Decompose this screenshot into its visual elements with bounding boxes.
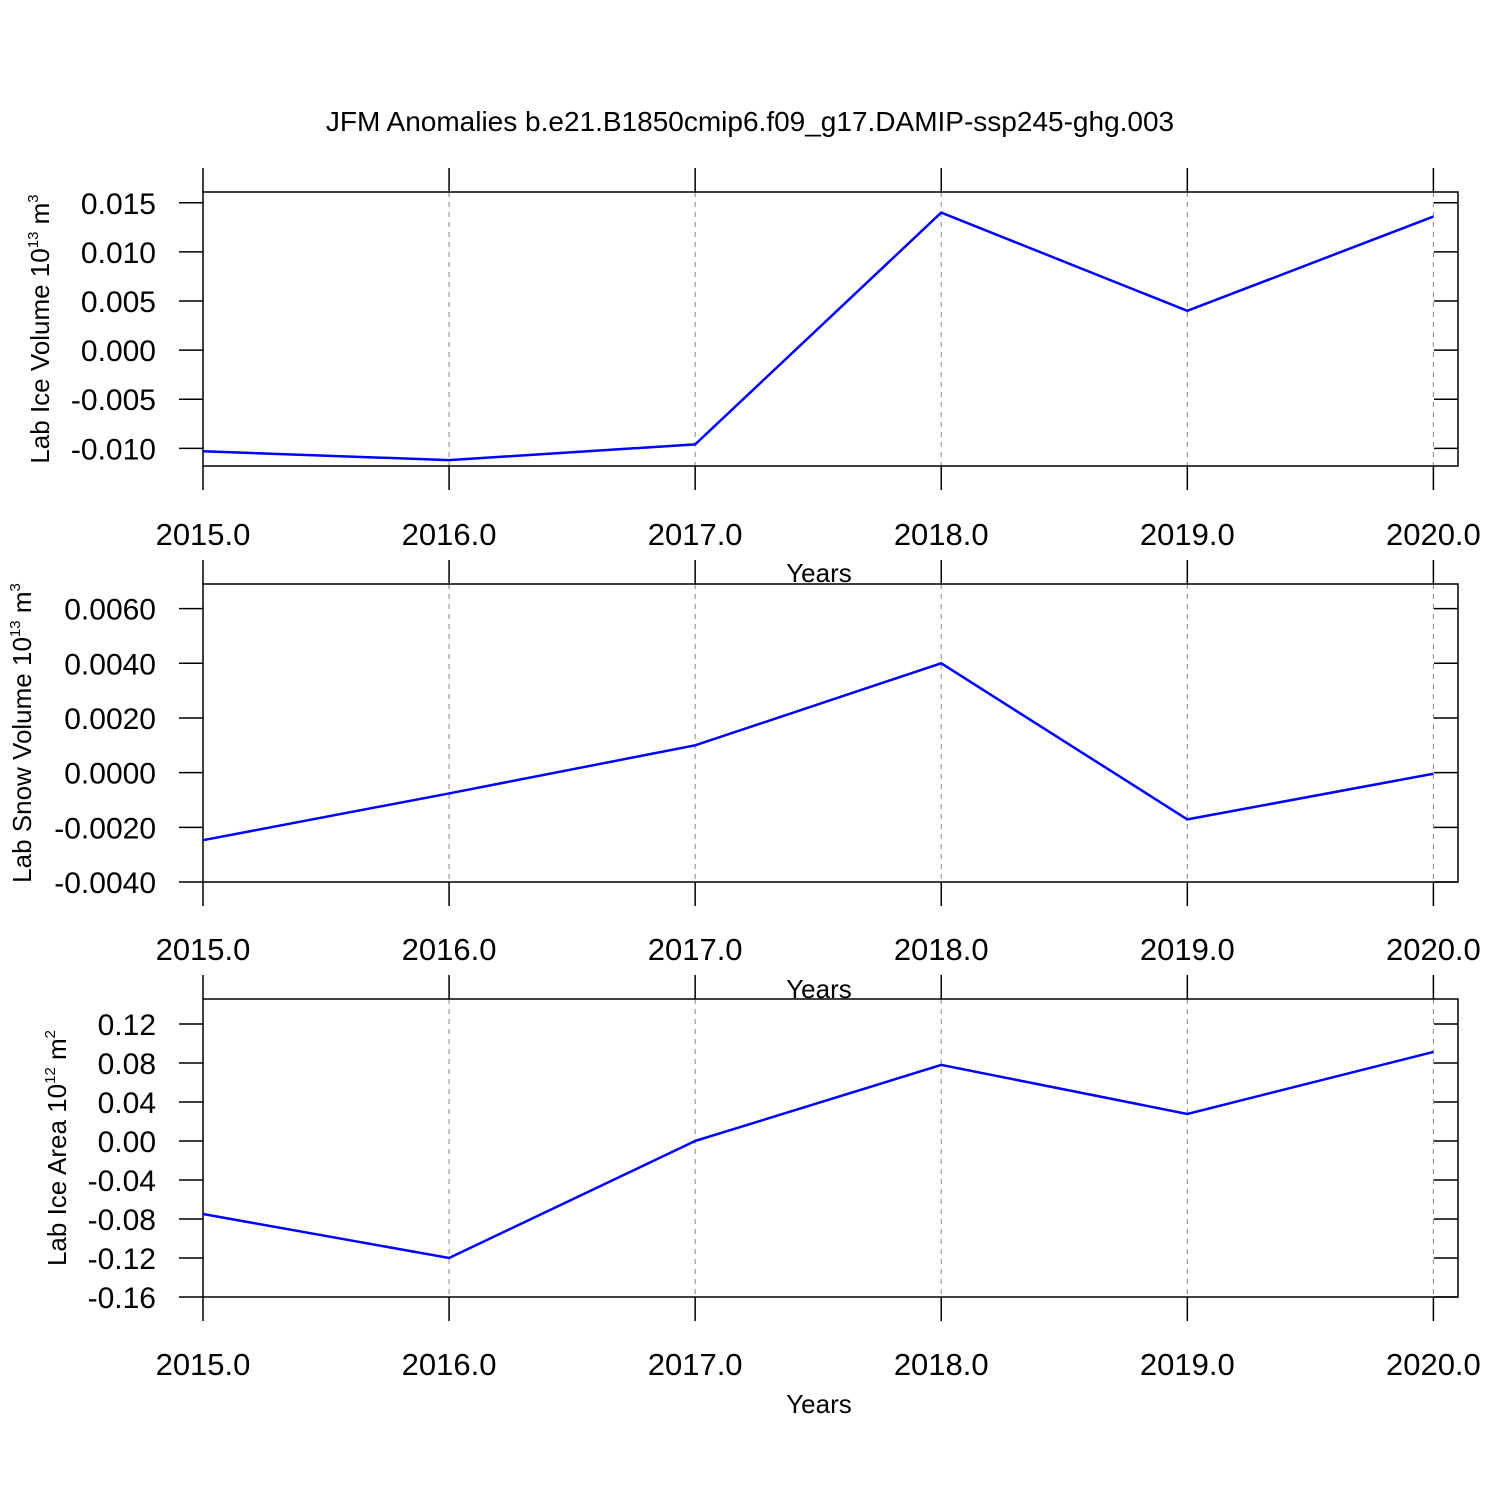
y-tick-label: 0.0060 <box>64 594 156 627</box>
y-label-text: Lab Ice Volume 10 <box>25 248 55 463</box>
y-tick-label: 0.010 <box>81 237 156 270</box>
y-tick-label: 0.015 <box>81 188 156 221</box>
y-tick-label: 0.04 <box>98 1087 156 1120</box>
x-tick-label: 2019.0 <box>1140 932 1235 967</box>
y-label-text: Lab Ice Area 10 <box>42 1084 72 1266</box>
x-tick-label: 2019.0 <box>1140 1347 1235 1382</box>
y-label-exponent: 12 <box>42 1067 59 1084</box>
data-line <box>202 661 1434 842</box>
x-tick-label: 2017.0 <box>648 932 743 967</box>
x-tick-label: 2018.0 <box>894 932 989 967</box>
y-axis-label: Lab Ice Volume 1013 m3 <box>25 194 55 463</box>
plot-frame <box>202 998 1459 1298</box>
y-tick-label: 0.08 <box>98 1048 156 1081</box>
y-tick-label: 0.00 <box>98 1126 156 1159</box>
y-tick-label: -0.0040 <box>54 867 156 900</box>
x-tick-label: 2017.0 <box>648 1347 743 1382</box>
x-tick-label: 2019.0 <box>1140 517 1235 552</box>
chart-title: JFM Anomalies b.e21.B1850cmip6.f09_g17.D… <box>326 106 1174 137</box>
x-tick-label: 2018.0 <box>894 1347 989 1382</box>
data-line <box>202 211 1434 462</box>
x-tick-label: 2020.0 <box>1386 1347 1481 1382</box>
panel: 2015.0 2016.0 2017.0 2018.0 2019.0 2020.0 -0.1… <box>42 975 1481 1419</box>
y-label-text: Lab Snow Volume 10 <box>7 637 37 883</box>
x-tick-label: 2015.0 <box>156 932 251 967</box>
y-tick-label: -0.0020 <box>54 812 156 845</box>
y-tick-label: 0.0000 <box>64 758 156 791</box>
y-axis-label: Lab Snow Volume 1013 m3 <box>7 583 37 883</box>
y-axis-label: Lab Ice Area 1012 m2 <box>42 1030 72 1266</box>
x-tick-label: 2016.0 <box>402 1347 497 1382</box>
y-tick-label: -0.04 <box>88 1165 156 1198</box>
plot-frame <box>202 191 1459 467</box>
y-tick-label: -0.12 <box>88 1243 156 1276</box>
y-label-unit-power: 2 <box>42 1030 59 1038</box>
y-tick-label: -0.005 <box>71 384 156 417</box>
y-tick-label: 0.005 <box>81 286 156 319</box>
y-label-unit-power: 3 <box>25 194 42 202</box>
y-label-unit-power: 3 <box>7 583 24 591</box>
x-axis-label: Years <box>786 558 852 588</box>
y-tick-label: 0.000 <box>81 335 156 368</box>
panel: 2015.0 2016.0 2017.0 2018.0 2019.0 2020.0 -0.0… <box>25 168 1481 588</box>
plot-frame <box>202 583 1459 883</box>
x-tick-label: 2020.0 <box>1386 932 1481 967</box>
x-tick-label: 2015.0 <box>156 1347 251 1382</box>
y-label-exponent: 13 <box>7 620 24 637</box>
y-tick-label: -0.16 <box>88 1282 156 1315</box>
y-label-unit: m <box>42 1038 72 1067</box>
x-tick-label: 2016.0 <box>402 517 497 552</box>
panel: 2015.0 2016.0 2017.0 2018.0 2019.0 2020.0 -0.0… <box>7 560 1481 1004</box>
x-axis-label: Years <box>786 1389 852 1419</box>
x-tick-label: 2018.0 <box>894 517 989 552</box>
y-label-exponent: 13 <box>25 232 42 249</box>
x-tick-label: 2017.0 <box>648 517 743 552</box>
y-tick-label: -0.08 <box>88 1204 156 1237</box>
y-tick-label: 0.12 <box>98 1009 156 1042</box>
y-tick-label: -0.010 <box>71 433 156 466</box>
y-label-unit: m <box>7 592 37 621</box>
x-tick-label: 2016.0 <box>402 932 497 967</box>
y-tick-label: 0.0040 <box>64 648 156 681</box>
y-label-unit: m <box>25 203 55 232</box>
y-tick-label: 0.0020 <box>64 703 156 736</box>
x-tick-label: 2020.0 <box>1386 517 1481 552</box>
x-tick-label: 2015.0 <box>156 517 251 552</box>
data-line <box>202 1050 1434 1260</box>
